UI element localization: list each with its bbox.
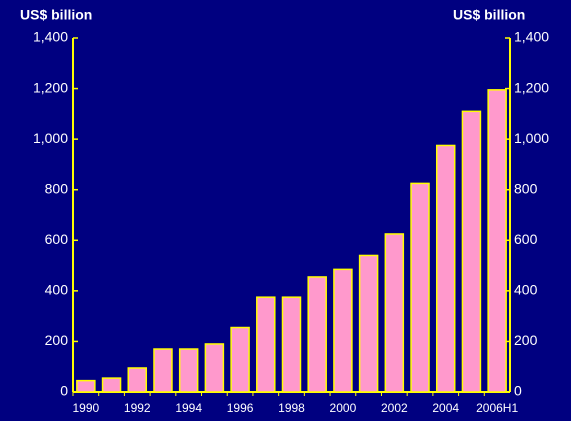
bar	[307, 276, 327, 393]
bar	[410, 182, 430, 393]
x-tick-label: 1998	[278, 401, 305, 415]
y-tick-label: 1,200	[33, 79, 68, 95]
bar	[178, 348, 199, 393]
y2-tick-label: 200	[514, 332, 538, 348]
y-axis-title: US$ billion	[20, 7, 92, 23]
y2-axis-title: US$ billion	[453, 7, 525, 23]
y-tick-label: 200	[45, 332, 69, 348]
y2-tick-label: 0	[514, 383, 522, 399]
bar	[358, 254, 379, 393]
x-tick-label: 1992	[124, 401, 151, 415]
bar	[230, 326, 250, 393]
x-tick-label: 1996	[227, 401, 254, 415]
y2-tick-label: 600	[514, 231, 538, 247]
bar	[76, 379, 96, 393]
y-tick-label: 1,400	[33, 29, 68, 45]
bar	[487, 89, 507, 393]
bar	[461, 110, 482, 393]
x-tick-label: 2000	[330, 401, 357, 415]
x-tick-label: 1990	[73, 401, 100, 415]
bar	[153, 348, 173, 393]
bar	[127, 367, 148, 393]
y2-tick-label: 800	[514, 180, 538, 196]
y-tick-label: 600	[45, 231, 69, 247]
bar	[333, 268, 353, 393]
x-tick-label: 2006H1	[476, 401, 518, 415]
y-tick-label: 0	[60, 383, 68, 399]
y-tick-label: 400	[45, 282, 69, 298]
bar	[256, 296, 276, 393]
x-tick-label: 2004	[432, 401, 459, 415]
y2-tick-label: 1,000	[514, 130, 549, 146]
bar	[435, 144, 456, 393]
bar	[281, 296, 302, 393]
bar	[384, 233, 405, 393]
y2-tick-label: 400	[514, 282, 538, 298]
y-tick-label: 800	[45, 180, 69, 196]
y2-tick-label: 1,400	[514, 29, 549, 45]
x-tick-label: 1994	[175, 401, 202, 415]
bar	[101, 377, 122, 393]
y2-tick-label: 1,200	[514, 79, 549, 95]
x-tick-label: 2002	[381, 401, 408, 415]
bar	[204, 343, 225, 393]
y-tick-label: 1,000	[33, 130, 68, 146]
